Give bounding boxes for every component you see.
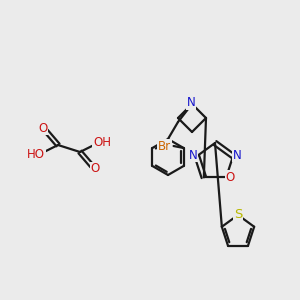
Text: N: N <box>189 148 197 162</box>
Text: OH: OH <box>93 136 111 148</box>
Text: S: S <box>234 208 242 221</box>
Text: O: O <box>226 171 235 184</box>
Text: Br: Br <box>158 140 171 152</box>
Text: N: N <box>233 148 242 162</box>
Text: HO: HO <box>27 148 45 161</box>
Text: N: N <box>187 97 195 110</box>
Text: O: O <box>38 122 48 134</box>
Text: O: O <box>90 163 100 176</box>
